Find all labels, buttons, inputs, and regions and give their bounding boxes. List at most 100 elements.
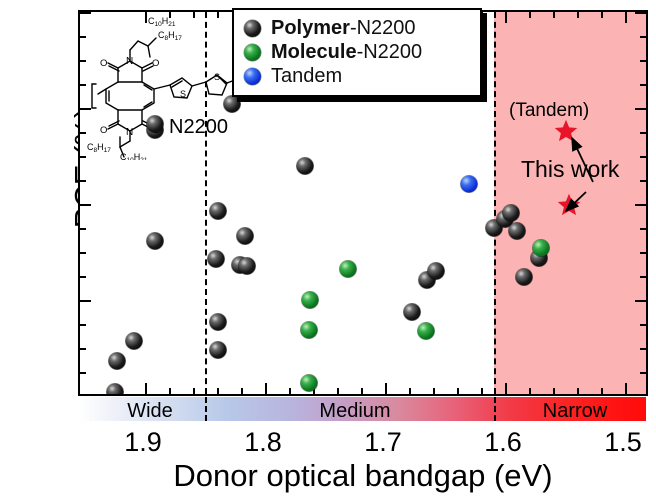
x-minor-tick <box>313 388 315 394</box>
band-divider-wide-medium <box>205 397 207 421</box>
x-minor-tick-top <box>601 12 603 18</box>
data-point-mol <box>301 291 319 309</box>
data-point-poly <box>427 262 445 280</box>
svg-text:S: S <box>214 72 220 82</box>
molecule-marker-icon <box>244 43 261 61</box>
data-point-mol <box>300 374 318 392</box>
legend-item-molecule: Molecule-N2200 <box>244 40 470 64</box>
y-minor-tick <box>80 156 86 158</box>
data-point-poly <box>502 204 520 222</box>
band-label-medium: Medium <box>319 400 391 422</box>
x-minor-tick <box>433 388 435 394</box>
x-minor-tick <box>457 388 459 394</box>
x-tick-label-1-8: 1.8 <box>244 427 282 457</box>
y-minor-tick <box>80 60 86 62</box>
y-minor-tick <box>80 180 86 182</box>
data-point-mol <box>417 322 435 340</box>
svg-text:C10H21: C10H21 <box>148 16 176 28</box>
x-minor-tick-top <box>481 12 483 18</box>
bandgap-color-band <box>80 397 646 421</box>
x-tick-label-1-9: 1.9 <box>124 427 162 457</box>
region-divider-1-60 <box>494 12 496 394</box>
svg-text:C8H17: C8H17 <box>158 30 182 42</box>
x-minor-tick <box>241 388 243 394</box>
this-work-star <box>553 118 579 144</box>
x-minor-tick <box>169 388 171 394</box>
x-minor-tick-top <box>553 12 555 18</box>
data-point-poly <box>238 257 256 275</box>
y-minor-tick <box>80 276 86 278</box>
svg-text:S: S <box>180 89 186 99</box>
data-point-poly <box>223 95 241 113</box>
y-minor-tick-right <box>640 180 646 182</box>
band-label-wide: Wide <box>127 400 173 422</box>
n2200-chemical-structure: O O O O N N S S n C10H21 C8H17 C8H17 C10… <box>86 8 256 160</box>
x-tick-label-1-7: 1.7 <box>364 427 402 457</box>
y-minor-tick-right <box>640 132 646 134</box>
y-major-tick <box>80 204 91 206</box>
data-point-poly <box>209 341 227 359</box>
y-minor-tick-right <box>640 228 646 230</box>
y-minor-tick-right <box>640 348 646 350</box>
this-work-annotation: This work <box>521 156 620 182</box>
svg-text:N: N <box>126 56 133 67</box>
y-minor-tick <box>80 228 86 230</box>
y-minor-tick <box>80 132 86 134</box>
y-major-tick <box>80 300 91 302</box>
y-minor-tick-right <box>640 60 646 62</box>
y-minor-tick <box>80 372 86 374</box>
y-minor-tick <box>80 348 86 350</box>
tandem-marker-icon <box>244 67 261 85</box>
this-work-star <box>556 192 582 218</box>
data-point-mol <box>532 239 550 257</box>
x-minor-tick-top <box>529 12 531 18</box>
x-major-tick-top <box>505 12 507 23</box>
x-minor-tick <box>409 388 411 394</box>
y-minor-tick-right <box>640 252 646 254</box>
x-major-tick <box>265 383 267 394</box>
x-major-tick <box>385 383 387 394</box>
y-minor-tick-right <box>640 372 646 374</box>
chart-legend: Polymer-N2200 Molecule-N2200 Tandem <box>232 8 482 97</box>
x-minor-tick <box>601 388 603 394</box>
n2200-label: N2200 <box>169 116 228 138</box>
data-point-poly <box>207 250 225 268</box>
svg-text:O: O <box>100 125 107 136</box>
y-major-tick-right <box>635 108 646 110</box>
data-point-poly <box>106 383 124 394</box>
x-major-tick <box>625 383 627 394</box>
x-minor-tick <box>481 388 483 394</box>
data-point-poly <box>236 227 254 245</box>
x-minor-tick-top <box>169 12 171 18</box>
svg-text:O: O <box>100 58 107 69</box>
data-point-mol <box>339 260 357 278</box>
x-major-tick-top <box>625 12 627 23</box>
x-minor-tick <box>337 388 339 394</box>
data-point-poly <box>296 157 314 175</box>
x-tick-label-1-5: 1.5 <box>604 427 642 457</box>
data-point-poly <box>508 222 526 240</box>
data-point-poly <box>209 313 227 331</box>
x-minor-tick <box>529 388 531 394</box>
y-major-tick <box>80 108 91 110</box>
region-divider-1-85 <box>205 12 207 394</box>
data-point-poly <box>108 352 126 370</box>
y-minor-tick-right <box>640 324 646 326</box>
svg-text:N: N <box>126 127 133 138</box>
y-minor-tick <box>80 36 86 38</box>
data-point-poly <box>403 303 421 321</box>
polymer-marker-icon <box>244 19 261 37</box>
data-point-poly <box>515 268 533 286</box>
data-point-poly <box>146 232 164 250</box>
x-minor-tick <box>193 388 195 394</box>
tandem-annotation: (Tandem) <box>509 100 590 121</box>
x-minor-tick-top <box>217 12 219 18</box>
x-minor-tick <box>217 388 219 394</box>
y-minor-tick <box>80 84 86 86</box>
x-minor-tick-top <box>577 12 579 18</box>
y-major-tick-right <box>635 12 646 14</box>
svg-text:O: O <box>152 58 159 69</box>
data-point-mol <box>300 321 318 339</box>
x-major-tick-top <box>145 12 147 23</box>
legend-item-tandem: Tandem <box>244 64 470 88</box>
